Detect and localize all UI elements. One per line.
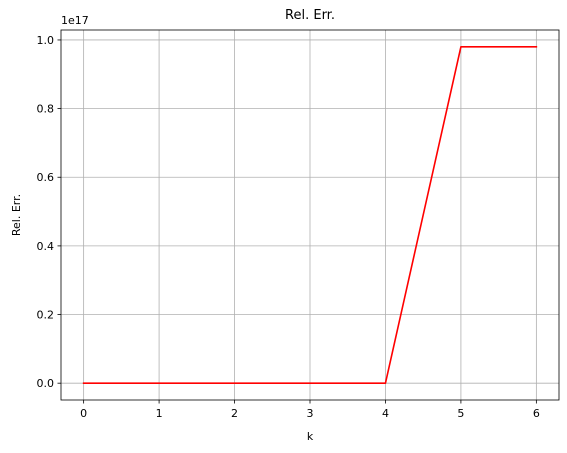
x-tick-label: 0 [80,407,87,420]
x-tick-label: 6 [533,407,540,420]
y-tick-label: 0.0 [37,377,55,390]
series-line-0 [82,46,538,384]
x-tick-label: 4 [382,407,389,420]
x-tick-label: 5 [457,407,464,420]
x-tick-label: 1 [156,407,163,420]
x-axis-ticks: 0 1 2 3 4 5 6 [80,400,540,420]
x-axis-label: k [307,430,314,443]
y-tick-label: 0.4 [37,240,55,253]
x-tick-label: 3 [307,407,314,420]
x-tick-label: 2 [231,407,238,420]
y-tick-label: 0.6 [37,171,55,184]
series-layer [82,46,538,384]
y-axis-offset-label: 1e17 [61,14,89,27]
y-tick-label: 0.8 [37,103,55,116]
chart-title: Rel. Err. [285,8,335,23]
y-tick-label: 0.2 [37,309,55,322]
y-tick-label: 1.0 [37,34,55,47]
y-axis-label: Rel. Err. [10,194,23,236]
y-axis-ticks: 0.0 0.2 0.4 0.6 0.8 1.0 [37,34,61,390]
